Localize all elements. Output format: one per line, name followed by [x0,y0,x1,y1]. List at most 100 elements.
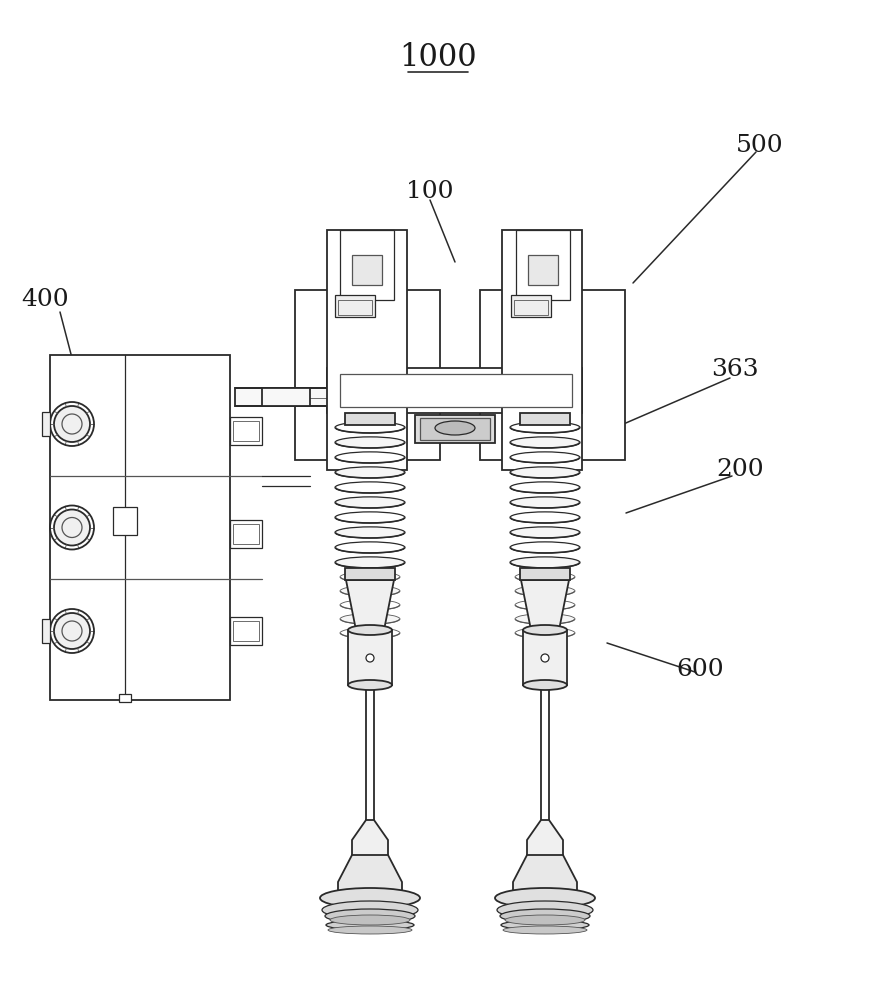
Bar [230,417,262,445]
Ellipse shape [326,920,414,930]
Polygon shape [527,820,563,860]
Bar [42,412,50,436]
Bar [42,619,50,643]
Bar [327,230,407,470]
Bar [415,415,495,443]
Bar [502,230,582,470]
Ellipse shape [501,920,589,930]
Ellipse shape [515,628,575,638]
Polygon shape [338,855,402,900]
Bar [511,295,551,317]
Ellipse shape [335,527,405,538]
Text: 500: 500 [736,133,784,156]
Bar [516,230,570,300]
Bar [420,418,490,440]
Text: 363: 363 [711,359,759,381]
Bar [514,300,548,315]
Bar [480,290,625,460]
Ellipse shape [523,680,567,690]
Ellipse shape [335,467,405,478]
Ellipse shape [325,909,415,923]
Ellipse shape [335,482,405,493]
Bar [338,300,372,315]
Circle shape [54,613,90,649]
Bar [520,413,570,425]
Ellipse shape [340,628,400,638]
Bar [235,388,535,406]
Bar [528,255,558,285]
Ellipse shape [495,888,595,908]
Ellipse shape [340,600,400,610]
Ellipse shape [320,888,420,908]
Ellipse shape [510,512,580,523]
Ellipse shape [510,557,580,568]
Circle shape [54,406,90,442]
Ellipse shape [510,482,580,493]
Ellipse shape [340,586,400,596]
Ellipse shape [503,926,587,934]
Bar [233,621,259,641]
Ellipse shape [335,512,405,523]
Polygon shape [521,580,569,630]
Bar [340,230,394,300]
Ellipse shape [348,680,392,690]
Text: 1000: 1000 [399,42,477,73]
Ellipse shape [515,572,575,582]
Ellipse shape [523,625,567,635]
Ellipse shape [340,614,400,624]
Ellipse shape [435,421,475,435]
Bar [262,388,310,406]
Ellipse shape [510,422,580,433]
Ellipse shape [348,625,392,635]
Ellipse shape [335,422,405,433]
Bar [233,421,259,441]
Circle shape [366,654,374,662]
Bar [50,355,230,700]
Ellipse shape [335,557,405,568]
Bar [520,568,570,580]
Bar [113,507,137,535]
Text: 200: 200 [717,458,764,482]
Ellipse shape [335,437,405,448]
Bar [352,255,382,285]
Ellipse shape [510,527,580,538]
Ellipse shape [340,572,400,582]
Ellipse shape [510,542,580,553]
Circle shape [541,654,549,662]
Ellipse shape [515,600,575,610]
Text: 400: 400 [21,288,68,312]
Bar [345,413,395,425]
Ellipse shape [322,901,418,919]
Bar [230,520,262,548]
Ellipse shape [510,452,580,463]
Ellipse shape [335,452,405,463]
Text: 600: 600 [676,658,724,682]
Bar [345,568,395,580]
Bar [119,694,131,702]
Bar [230,617,262,645]
Ellipse shape [497,901,593,919]
Ellipse shape [510,497,580,508]
Polygon shape [352,820,388,860]
Bar [340,374,572,407]
Ellipse shape [335,542,405,553]
Bar [233,524,259,544]
Ellipse shape [510,437,580,448]
Bar [327,368,582,413]
Ellipse shape [505,915,585,925]
Ellipse shape [500,909,590,923]
Ellipse shape [330,915,410,925]
Text: 100: 100 [406,180,453,204]
Ellipse shape [510,467,580,478]
Ellipse shape [515,586,575,596]
Bar [295,290,440,460]
Bar [335,295,375,317]
Bar [523,630,567,685]
Polygon shape [513,855,577,900]
Circle shape [54,510,90,546]
Ellipse shape [515,614,575,624]
Ellipse shape [328,926,412,934]
Ellipse shape [335,497,405,508]
Bar [348,630,392,685]
Polygon shape [346,580,394,630]
